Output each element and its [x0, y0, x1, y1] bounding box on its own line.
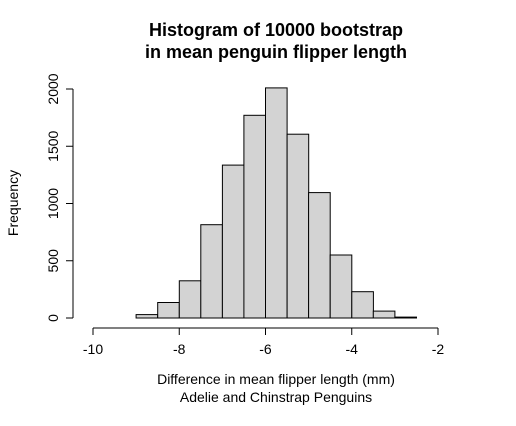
histogram-bars — [135, 87, 417, 319]
histogram-bar — [200, 224, 223, 319]
y-axis: 0 500 1000 1500 2000 — [45, 73, 74, 322]
histogram-bar — [157, 302, 180, 319]
histogram-bar — [308, 192, 331, 319]
histogram-bar — [265, 87, 288, 319]
histogram-bar — [329, 254, 353, 319]
x-tick-label: -6 — [259, 341, 272, 357]
y-tick-label: 1500 — [45, 130, 61, 161]
histogram-bar — [286, 133, 310, 319]
chart-title-line1: Histogram of 10000 bootstrap — [149, 20, 403, 40]
y-tick-label: 1000 — [45, 188, 61, 219]
histogram-bar — [394, 316, 417, 319]
x-axis-title-line1: Difference in mean flipper length (mm) — [157, 371, 395, 387]
x-tick-label: -2 — [432, 341, 445, 357]
histogram-bar — [372, 310, 396, 319]
histogram-bar — [135, 314, 159, 319]
y-tick-label: 2000 — [45, 73, 61, 104]
x-axis-title-line2: Adelie and Chinstrap Penguins — [180, 389, 372, 405]
histogram-bar — [178, 280, 202, 319]
x-tick-label: -4 — [346, 341, 359, 357]
x-tick-label: -8 — [173, 341, 186, 357]
histogram-bar — [221, 164, 245, 319]
y-axis-title: Frequency — [5, 170, 21, 236]
histogram-bar — [243, 114, 266, 319]
histogram-bar — [351, 291, 374, 319]
x-tick-label: -10 — [83, 341, 103, 357]
y-tick-label: 0 — [45, 314, 61, 322]
y-tick-label: 500 — [45, 249, 61, 273]
chart-title-line2: in mean penguin flipper length — [145, 42, 407, 62]
x-axis: -10 -8 -6 -4 -2 — [83, 327, 445, 357]
